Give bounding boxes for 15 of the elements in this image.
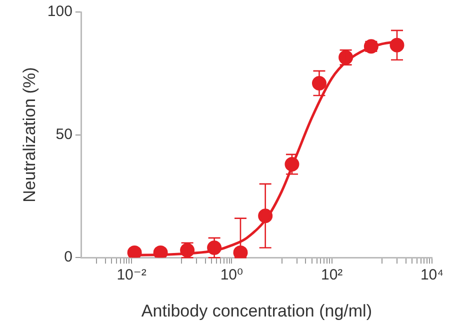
y-tick-label: 0 [64,248,72,266]
y-axis-title: Neutralization (%) [20,67,39,202]
x-axis-title: Antibody concentration (ng/ml) [141,301,372,320]
point [233,245,248,258]
x-tick-label: 10² [320,266,343,284]
point [312,76,326,90]
x-tick-label: 10⁴ [420,266,444,284]
y-tick-label: 50 [56,126,72,143]
y-tick-label: 100 [47,3,72,20]
point [153,245,168,258]
point [390,38,404,52]
x-tick-label: 10⁻² [116,266,146,284]
x-tick-label: 10⁰ [220,266,244,284]
point [127,245,142,258]
point [258,208,273,224]
